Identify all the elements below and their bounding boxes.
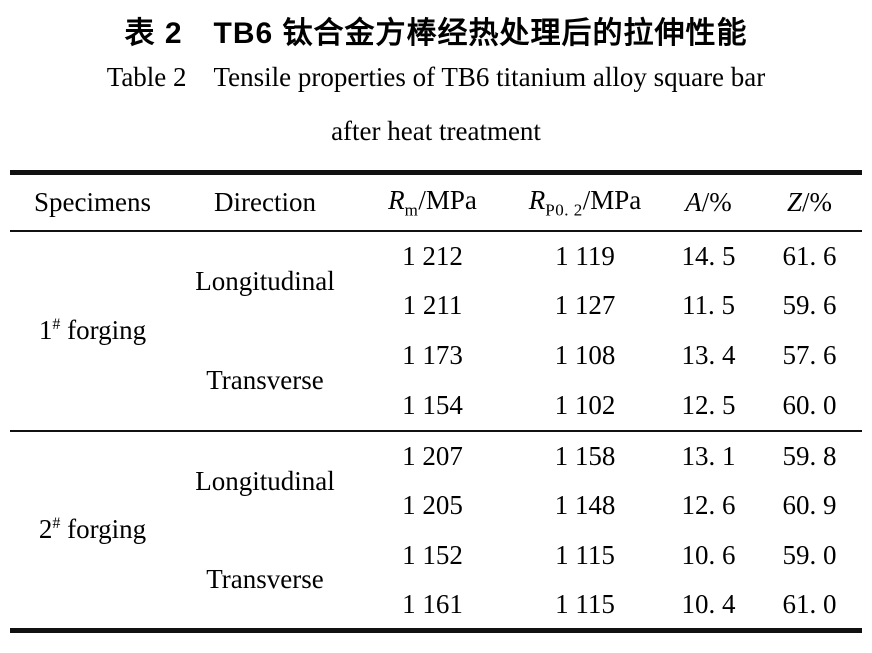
rp02-symbol: R — [528, 184, 546, 215]
specimen-number: 1 — [38, 315, 53, 345]
value-cell-rm: 1 207 — [402, 440, 463, 471]
value-cell-rp02: 1 102 — [554, 389, 616, 420]
specimen-word: forging — [60, 514, 147, 545]
table-row: 1 211 1 127 11. 5 59. 6 — [10, 281, 862, 331]
value-cell-z: 57. 6 — [782, 340, 837, 370]
rp02-subscript: P0. 2 — [545, 199, 583, 219]
col-header-elongation: A/% — [660, 173, 757, 231]
table-row: 1 161 1 115 10. 4 61. 0 — [10, 581, 862, 631]
table-row: 2# forging Longitudinal 1 207 1 158 13. … — [10, 431, 862, 545]
specimen-word: forging — [60, 315, 147, 345]
col-header-rm: Rm/MPa — [355, 173, 510, 231]
value-cell-a: 10. 4 — [681, 588, 736, 619]
value-cell-z: 61. 6 — [782, 240, 837, 271]
rm-symbol: R — [388, 184, 405, 215]
value-cell-rp02: 1 158 — [554, 440, 616, 471]
table-row: Transverse 1 173 1 108 13. 4 57. 6 — [10, 331, 862, 395]
a-symbol: A — [685, 186, 702, 217]
value-cell-a: 13. 4 — [681, 340, 736, 370]
value-cell-a: 11. 5 — [682, 290, 735, 320]
table-header: Specimens Direction Rm/MPa RP0. 2/MPa A/… — [10, 173, 862, 231]
value-cell-rp02: 1 119 — [555, 240, 615, 271]
value-cell-z: 59. 6 — [782, 290, 837, 320]
z-symbol: Z — [786, 186, 803, 217]
value-cell-z: 61. 0 — [782, 588, 837, 619]
header-row: Specimens Direction Rm/MPa RP0. 2/MPa A/… — [10, 173, 862, 231]
direction-label: Transverse — [206, 364, 324, 395]
table-title-english-line1: Table 2 Tensile properties of TB6 titani… — [106, 62, 766, 92]
specimen-sup: # — [52, 316, 61, 333]
z-unit: /% — [802, 186, 833, 217]
value-cell-a: 12. 5 — [681, 389, 736, 420]
value-cell-rm: 1 212 — [402, 240, 463, 271]
block-forging-2: 2# forging Longitudinal 1 207 1 158 13. … — [10, 431, 862, 631]
direction-label: Longitudinal — [195, 265, 335, 296]
specimen-number: 2 — [38, 514, 53, 545]
value-cell-rm: 1 161 — [402, 588, 463, 619]
table-row: 1 154 1 102 12. 5 60. 0 — [10, 381, 862, 431]
value-cell-rm: 1 173 — [402, 340, 463, 370]
table-title-english-line2: after heat treatment — [331, 116, 541, 146]
value-cell-rp02: 1 115 — [555, 540, 615, 570]
value-cell-rp02: 1 115 — [555, 588, 615, 619]
value-cell-rp02: 1 148 — [554, 490, 616, 520]
table-row: 1# forging Longitudinal 1 212 1 119 14. … — [10, 231, 862, 346]
direction-label: Longitudinal — [195, 465, 335, 496]
table-row: Transverse 1 152 1 115 10. 6 59. 0 — [10, 531, 862, 594]
value-cell-rm: 1 154 — [402, 389, 463, 420]
specimen-label-2: 2# forging — [10, 431, 175, 631]
table-title-chinese: 表 2 TB6 钛合金方棒经热处理后的拉伸性能 — [124, 17, 748, 50]
value-cell-a: 14. 5 — [681, 240, 736, 271]
value-cell-rp02: 1 108 — [554, 340, 616, 370]
block-forging-1: 1# forging Longitudinal 1 212 1 119 14. … — [10, 231, 862, 431]
value-cell-rm: 1 211 — [402, 290, 463, 320]
value-cell-z: 59. 8 — [782, 440, 837, 471]
value-cell-z: 59. 0 — [782, 540, 837, 570]
specimen-sup: # — [52, 515, 61, 533]
value-cell-a: 13. 1 — [681, 440, 736, 471]
col-header-direction: Direction — [214, 186, 316, 217]
value-cell-a: 12. 6 — [681, 490, 736, 520]
value-cell-z: 60. 9 — [782, 490, 837, 520]
table-row: 1 205 1 148 12. 6 60. 9 — [10, 481, 862, 531]
col-header-rp02: RP0. 2/MPa — [510, 173, 660, 231]
specimen-label-1: 1# forging — [10, 231, 175, 431]
rm-subscript: m — [404, 199, 419, 219]
tensile-properties-table: Specimens Direction Rm/MPa RP0. 2/MPa A/… — [10, 170, 862, 633]
value-cell-rm: 1 152 — [402, 540, 463, 570]
value-cell-rp02: 1 127 — [554, 290, 616, 320]
value-cell-z: 60. 0 — [782, 389, 837, 420]
value-cell-a: 10. 6 — [681, 540, 736, 570]
value-cell-rm: 1 205 — [402, 490, 463, 520]
direction-label: Transverse — [206, 563, 324, 594]
col-header-specimens: Specimens — [34, 186, 151, 217]
rp02-unit: /MPa — [582, 184, 642, 215]
col-header-reduction: Z/% — [757, 173, 862, 231]
a-unit: /% — [701, 186, 732, 217]
rm-unit: /MPa — [418, 184, 477, 215]
